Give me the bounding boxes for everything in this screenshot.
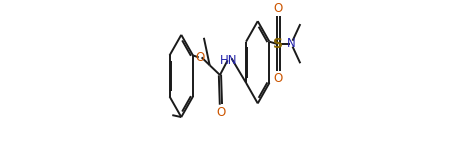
Text: O: O xyxy=(274,72,283,85)
Text: O: O xyxy=(216,106,226,119)
Text: S: S xyxy=(274,37,283,51)
Text: N: N xyxy=(287,37,295,50)
Text: O: O xyxy=(274,2,283,15)
Text: O: O xyxy=(195,51,205,64)
Text: HN: HN xyxy=(220,54,238,67)
